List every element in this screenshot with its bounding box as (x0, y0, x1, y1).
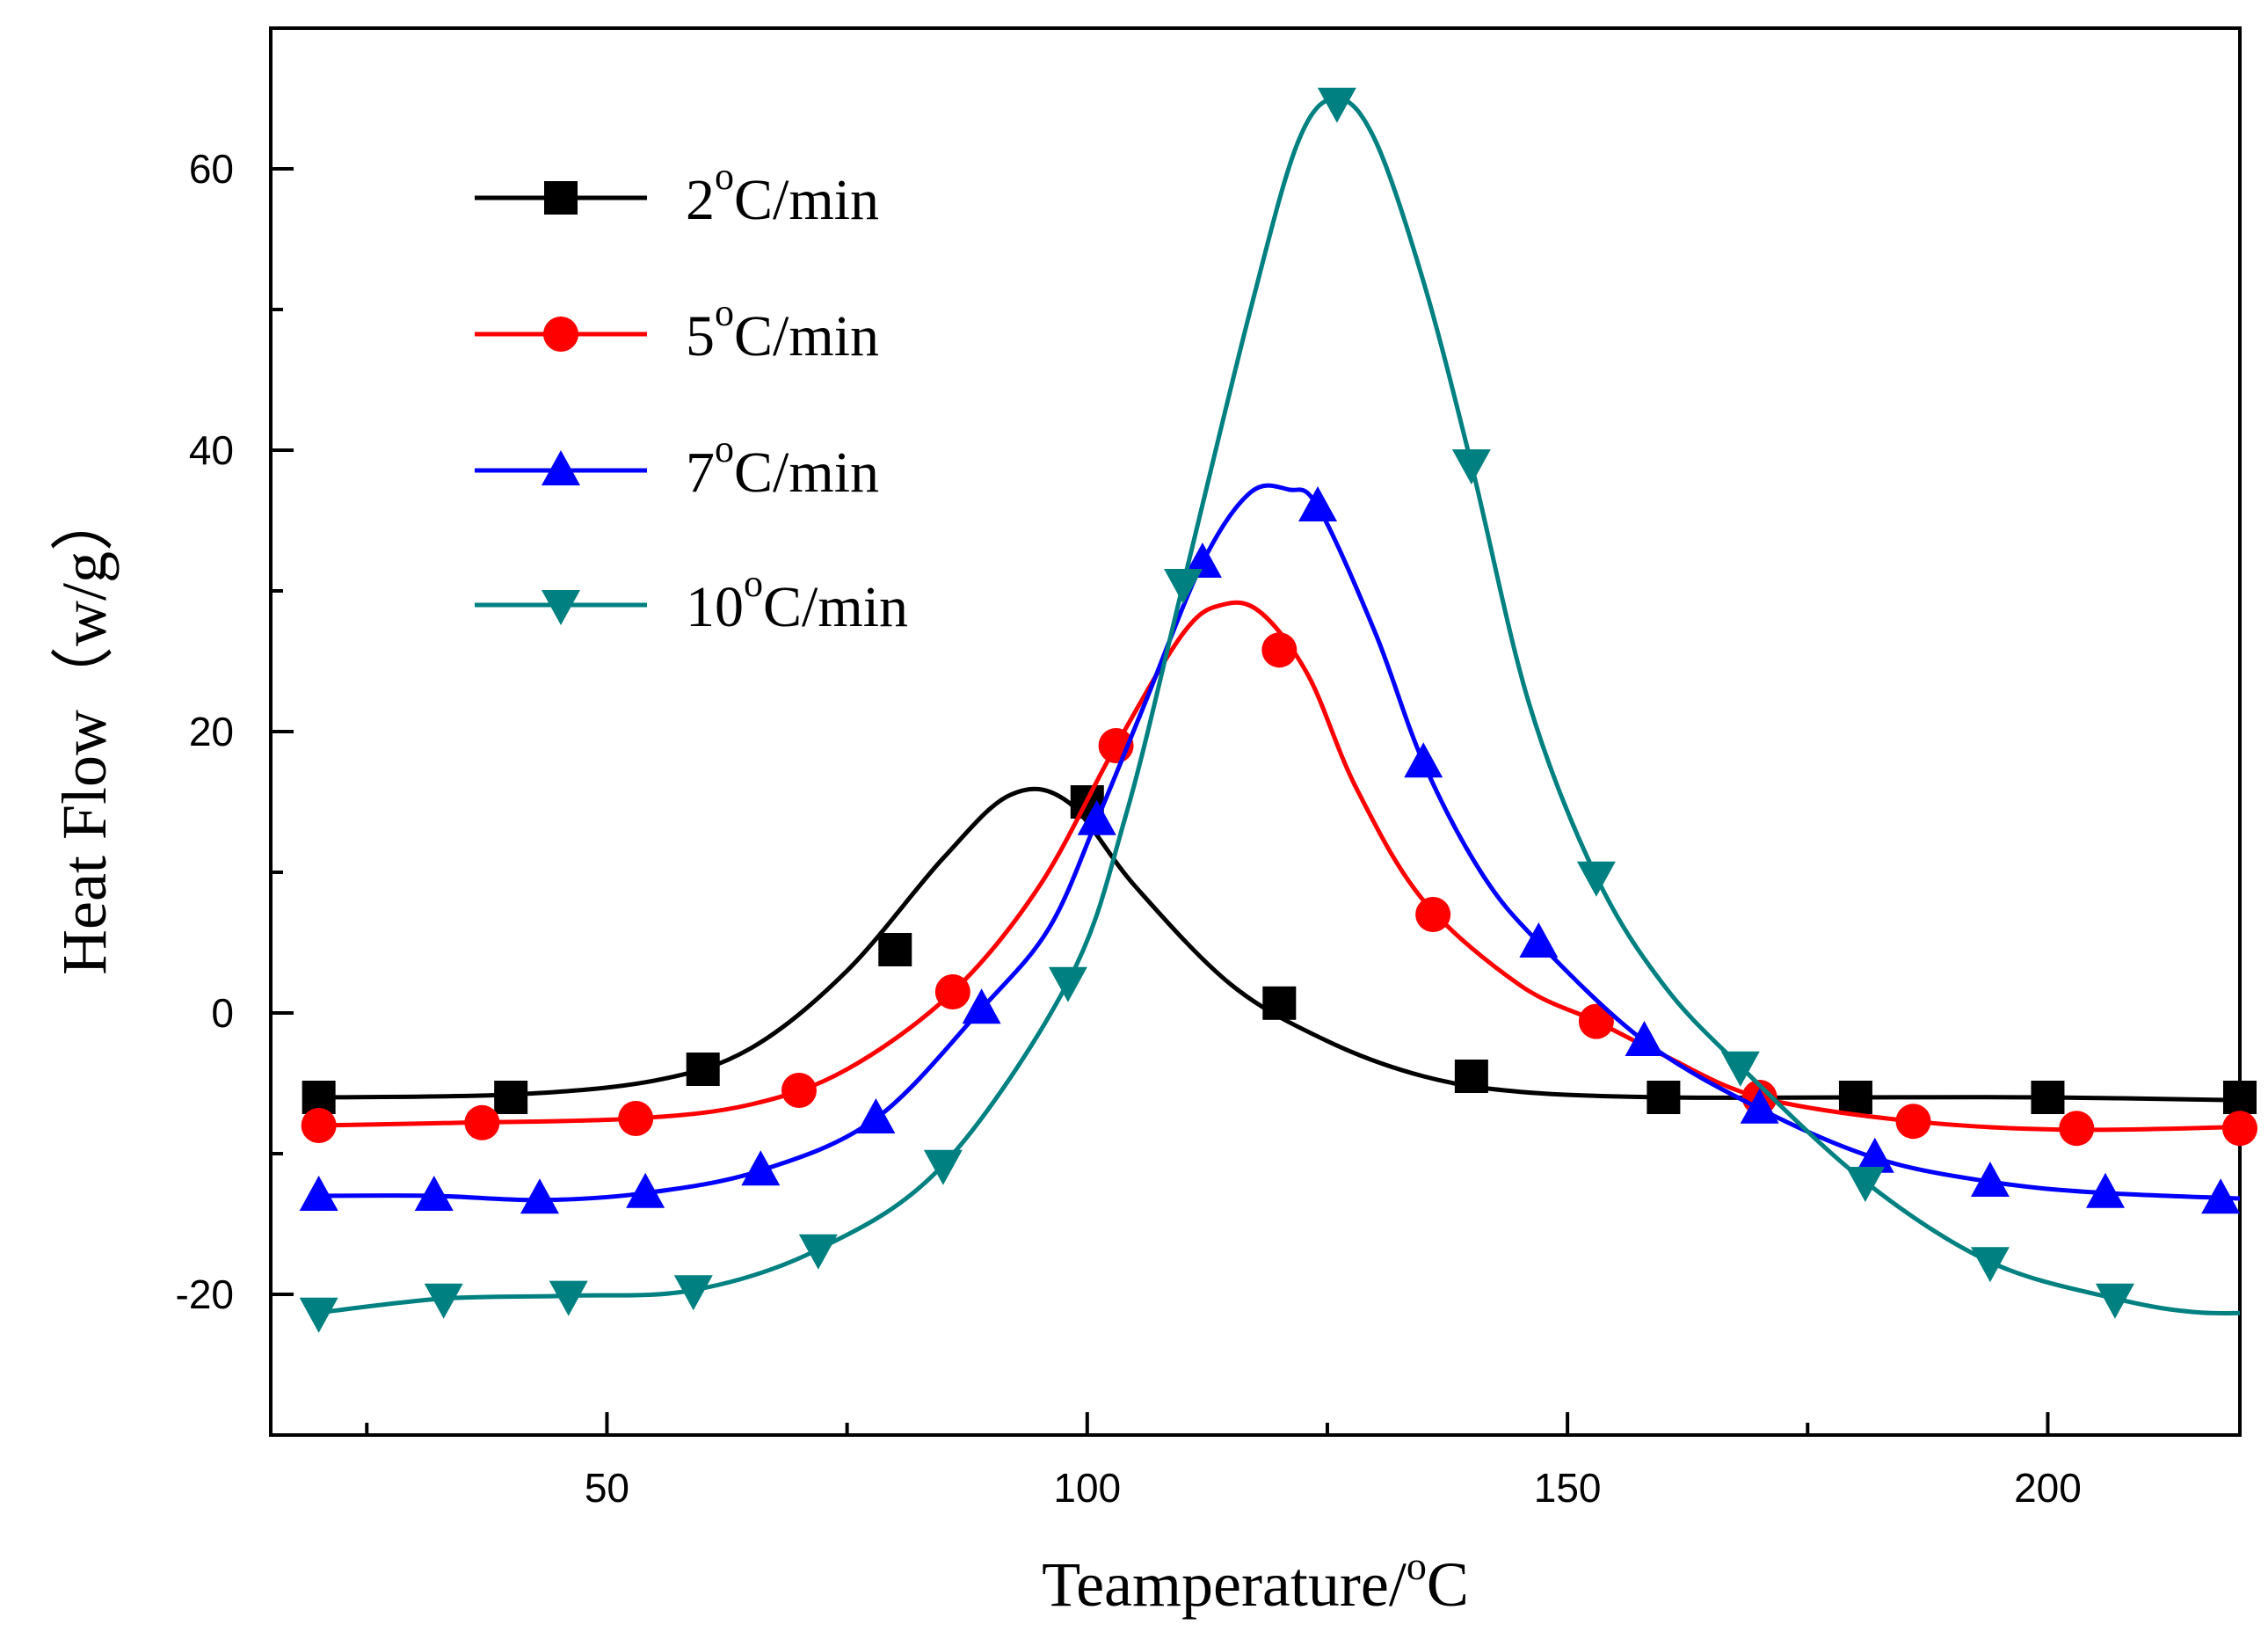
data-point (856, 1098, 896, 1133)
legend-label: 2oC/min (686, 155, 879, 232)
y-tick-label: 60 (189, 146, 234, 192)
data-point (1576, 861, 1616, 897)
data-point (934, 974, 970, 1009)
series-line (318, 786, 2240, 1103)
data-point (2222, 1111, 2257, 1147)
data-point (299, 1297, 338, 1333)
data-point (798, 1234, 838, 1270)
legend-item: 5oC/min (475, 291, 879, 368)
data-point (1838, 1081, 1872, 1114)
data-point (741, 1150, 781, 1186)
series-line (318, 483, 2240, 1203)
series-3 (299, 483, 2241, 1214)
legend: 2oC/min 5oC/min 7oC/min 10oC/min (475, 155, 908, 639)
x-axis-title-sup: o (1407, 1543, 1427, 1588)
data-point (781, 1073, 817, 1108)
series-1 (302, 785, 2257, 1114)
x-axis-title-unit: C (1427, 1549, 1469, 1620)
data-point (2031, 1081, 2065, 1114)
series-2 (301, 600, 2257, 1147)
data-point (1048, 966, 1087, 1002)
data-point (686, 1053, 720, 1086)
data-point (1451, 449, 1491, 484)
legend-item: 7oC/min (475, 427, 879, 505)
axis-ticks: 50 100 150 200 -20 0 20 40 60 (176, 26, 2082, 1511)
legend-marker (544, 181, 578, 215)
y-tick-label: 40 (189, 427, 234, 473)
legend-item: 10oC/min (475, 562, 908, 639)
data-point (549, 1280, 588, 1316)
data-point (1740, 1088, 1779, 1124)
y-axis-title: Heat Flow（w/g） (49, 488, 120, 975)
x-axis-title-text: Teamperature/ (1042, 1549, 1407, 1620)
series-4 (299, 87, 2240, 1333)
legend-label: 5oC/min (686, 291, 879, 368)
data-point (673, 1275, 713, 1311)
data-point (2201, 1178, 2241, 1214)
data-point (1578, 1003, 1614, 1039)
data-point (520, 1178, 559, 1214)
series-line (318, 96, 2240, 1316)
legend-label: 7oC/min (686, 427, 879, 505)
data-point (1895, 1104, 1931, 1140)
data-point (962, 988, 1001, 1024)
x-tick-label: 150 (1534, 1465, 1602, 1511)
data-point (1077, 799, 1116, 835)
x-tick-label: 200 (2014, 1465, 2082, 1511)
data-point (2223, 1081, 2257, 1114)
data-point (1164, 569, 1203, 604)
data-point (923, 1149, 963, 1185)
data-point (1625, 1021, 1664, 1056)
legend-item: 2oC/min (475, 155, 879, 232)
data-point (494, 1081, 528, 1114)
x-axis-title: Teamperature/oC (1042, 1543, 1469, 1620)
data-point (1646, 1081, 1681, 1114)
data-point (299, 1176, 338, 1211)
x-tick-label: 100 (1053, 1465, 1121, 1511)
data-point (424, 1283, 463, 1319)
data-point (1415, 897, 1451, 932)
data-point (1454, 1060, 1488, 1093)
data-point (2095, 1283, 2134, 1319)
data-point (2059, 1111, 2095, 1147)
data-point (301, 1108, 337, 1143)
y-tick-label: 20 (189, 709, 234, 754)
data-point (1720, 1051, 1760, 1087)
data-point (414, 1176, 454, 1211)
data-point (1298, 486, 1338, 521)
legend-marker (543, 317, 578, 352)
data-point (1261, 632, 1298, 668)
data-point (1404, 742, 1443, 778)
data-point (464, 1104, 500, 1140)
y-tick-label: 0 (211, 990, 234, 1036)
data-point (1317, 87, 1356, 123)
y-tick-label: -20 (176, 1271, 234, 1317)
data-point (1845, 1167, 1885, 1202)
data-point (1519, 922, 1559, 958)
data-point (1970, 1162, 2010, 1197)
data-point (1262, 986, 1297, 1020)
legend-marker (542, 450, 580, 485)
x-tick-label: 50 (585, 1465, 629, 1511)
data-point (2086, 1172, 2126, 1208)
series-layer (299, 87, 2257, 1333)
series-line (318, 600, 2240, 1133)
legend-marker (542, 590, 580, 625)
legend-label: 10oC/min (686, 562, 908, 639)
data-point (1855, 1137, 1894, 1173)
data-point (626, 1172, 665, 1208)
plot-frame (269, 26, 2242, 1437)
data-point (1970, 1247, 2010, 1283)
data-point (878, 933, 912, 966)
data-point (618, 1101, 654, 1136)
